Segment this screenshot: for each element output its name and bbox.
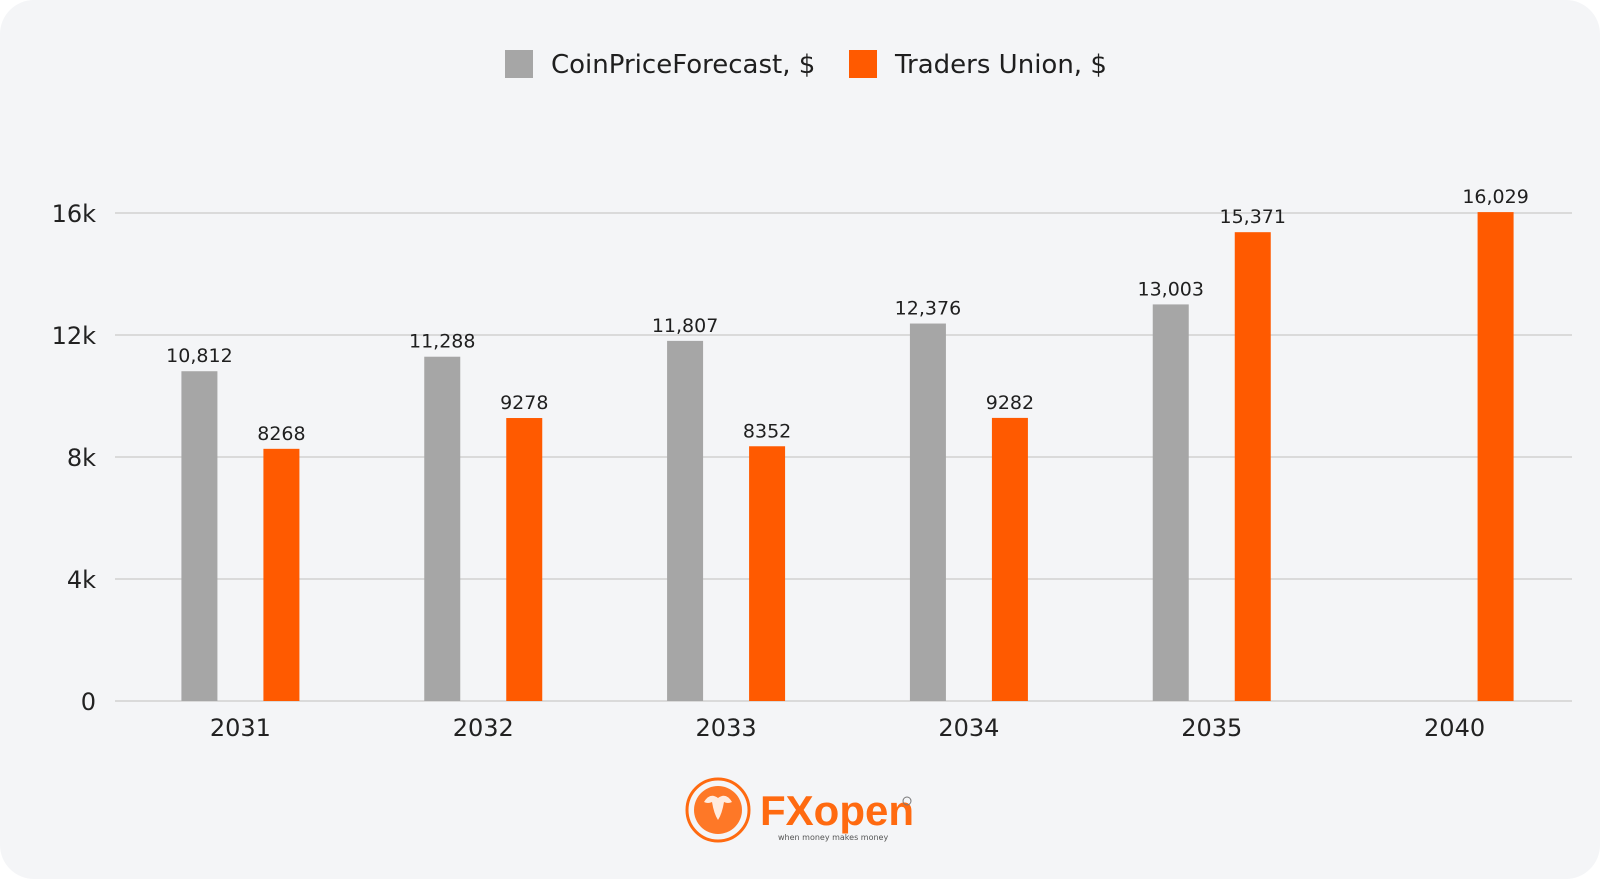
y-tick-label: 0 (81, 688, 96, 716)
bar (667, 340, 704, 701)
x-tick-label: 2040 (1424, 714, 1485, 742)
data-label: 8268 (257, 423, 305, 445)
legend: CoinPriceForecast, $ Traders Union, $ (505, 50, 1107, 80)
fxopen-logo (685, 777, 751, 843)
bar (424, 356, 461, 701)
data-label: 11,288 (409, 331, 475, 353)
data-labels: 10,812 8268 11,288 9278 11,807 8352 12,376 9282… (166, 186, 1529, 445)
legend-swatch (849, 50, 877, 78)
logo-tagline: when money makes money (778, 833, 888, 842)
data-label: 13,003 (1138, 278, 1204, 300)
legend-label: CoinPriceForecast, $ (551, 50, 815, 80)
x-tick-label: 2034 (938, 714, 999, 742)
x-tick-label: 2031 (210, 714, 271, 742)
x-tick-label: 2033 (696, 714, 757, 742)
bar (181, 371, 218, 701)
legend-item: CoinPriceForecast, $ (505, 50, 815, 80)
data-label: 9278 (500, 392, 548, 414)
bar (1477, 212, 1514, 702)
bars (181, 212, 1514, 702)
data-label: 9282 (986, 392, 1034, 414)
data-label: 12,376 (895, 298, 961, 320)
logo-wordmark: FXopen (760, 787, 914, 834)
bar (1234, 232, 1271, 701)
legend-swatch (505, 50, 533, 78)
data-label: 10,812 (166, 345, 232, 367)
bar (263, 448, 300, 701)
legend-item: Traders Union, $ (849, 50, 1107, 80)
bar (506, 418, 543, 701)
registered-mark-icon (902, 796, 912, 806)
bar (749, 446, 786, 701)
bar (909, 323, 946, 701)
x-tick-label: 2035 (1181, 714, 1242, 742)
y-axis-ticks: 0 4k 8k 12k 16k (52, 200, 97, 716)
y-tick-label: 12k (52, 322, 97, 350)
data-label: 8352 (743, 420, 791, 442)
y-tick-label: 4k (67, 566, 96, 594)
x-axis-ticks: 2031 2032 2033 2034 2035 2040 (210, 714, 1485, 742)
y-tick-label: 16k (52, 200, 97, 228)
grid-lines (115, 212, 1572, 702)
data-label: 16,029 (1462, 186, 1528, 208)
bull-emblem-icon (685, 777, 751, 843)
legend-label: Traders Union, $ (894, 50, 1107, 80)
bar (991, 417, 1028, 701)
y-tick-label: 8k (67, 444, 96, 472)
data-label: 15,371 (1220, 206, 1286, 228)
x-tick-label: 2032 (453, 714, 514, 742)
data-label: 11,807 (652, 315, 718, 337)
bar (1152, 304, 1189, 701)
